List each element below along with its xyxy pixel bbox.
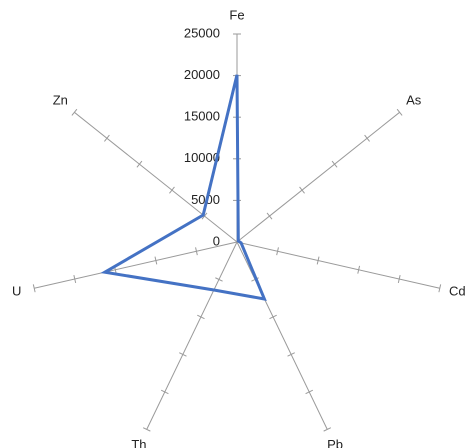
axis-tick (32, 284, 36, 293)
axis-tick (142, 427, 151, 432)
axis-tick (323, 427, 332, 432)
radial-tick-label: 15000 (184, 109, 220, 124)
axes-layer (32, 33, 442, 432)
axis-tick (357, 265, 361, 274)
axis-tick (154, 256, 158, 265)
axis-line-u (34, 241, 238, 289)
radial-tick-label: 20000 (184, 67, 220, 82)
axis-tick (73, 275, 77, 284)
axis-tick (287, 352, 295, 357)
axis-tick (438, 284, 442, 293)
axis-line-th (146, 241, 238, 430)
axis-tick (169, 186, 175, 194)
axis-label-as: As (406, 93, 422, 108)
axis-label-u: U (12, 284, 21, 299)
axis-tick (299, 186, 305, 194)
axis-label-pb: Pb (327, 437, 343, 448)
axis-tick (316, 256, 320, 265)
radial-tick-label: 0 (213, 233, 220, 248)
axis-tick (305, 389, 314, 395)
axis-tick (160, 389, 169, 395)
axis-tick (396, 108, 403, 116)
axis-tick (197, 314, 205, 320)
axis-tick (397, 275, 401, 284)
labels-layer: Fe As Cd Pb Th U Zn (12, 7, 466, 448)
axis-label-cd: Cd (449, 284, 466, 299)
axis-line-pb (236, 241, 328, 430)
axis-tick (215, 277, 223, 282)
axis-label-zn: Zn (53, 93, 68, 108)
axis-tick (104, 134, 110, 142)
axis-tick (364, 134, 370, 142)
axis-tick (269, 314, 277, 320)
axis-line-cd (236, 241, 440, 289)
axis-tick (195, 247, 198, 256)
axis-tick (136, 160, 143, 168)
axis-label-th: Th (131, 437, 146, 448)
axis-line-as (236, 111, 400, 243)
axis-tick (71, 108, 78, 116)
radial-tick-label: 25000 (184, 25, 220, 40)
series-layer (100, 74, 267, 301)
radial-tick-label: 10000 (184, 150, 220, 165)
axis-tick (201, 212, 208, 220)
axis-tick (276, 247, 279, 256)
axis-label-fe: Fe (229, 7, 244, 22)
axis-tick (266, 212, 273, 220)
series-line-0 (100, 74, 267, 301)
axis-tick (179, 352, 187, 357)
axis-line-zn (74, 111, 238, 243)
axis-tick (331, 160, 338, 168)
